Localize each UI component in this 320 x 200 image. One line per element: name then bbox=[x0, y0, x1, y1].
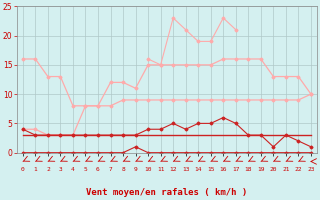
X-axis label: Vent moyen/en rafales ( km/h ): Vent moyen/en rafales ( km/h ) bbox=[86, 188, 248, 197]
